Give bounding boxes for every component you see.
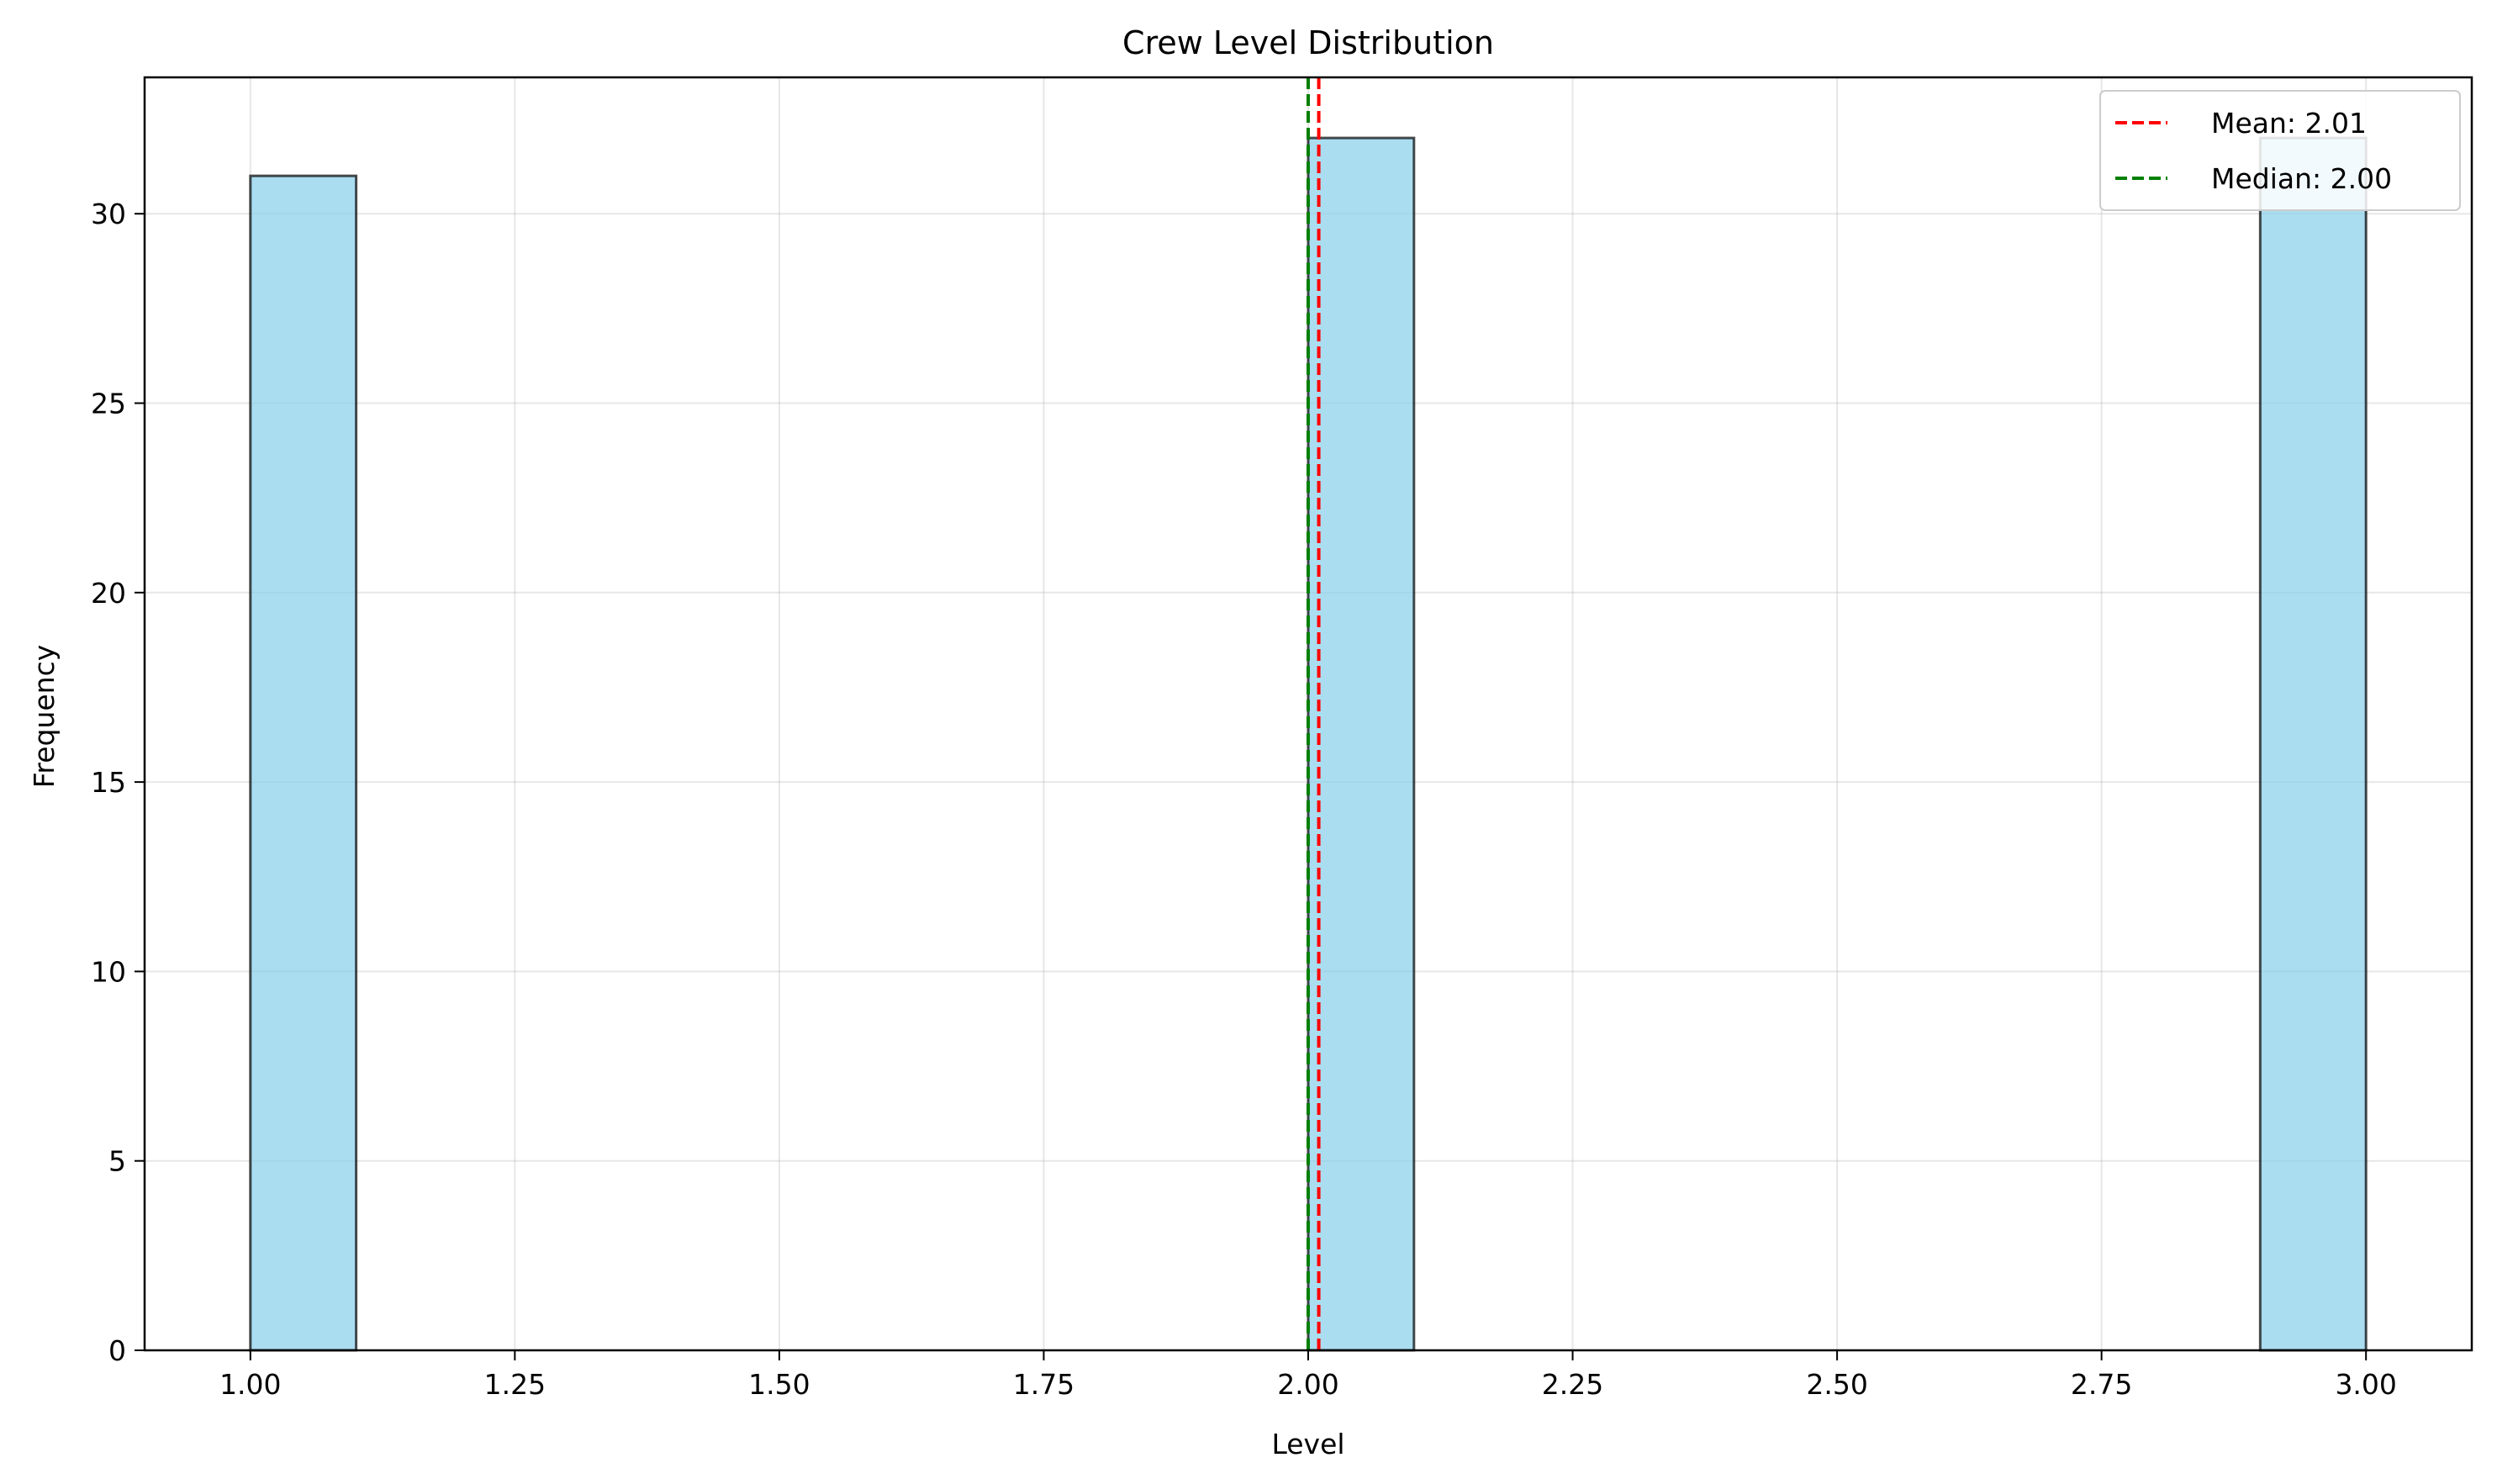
y-axis-ticks: 0 5 10 15 20 25 30	[91, 198, 145, 1367]
y-tick-label: 10	[91, 955, 126, 988]
x-tick-label: 1.00	[219, 1368, 281, 1401]
legend-label: Mean: 2.01	[2211, 107, 2367, 140]
y-tick-label: 25	[91, 388, 126, 420]
legend-label: Median: 2.00	[2211, 162, 2392, 195]
y-axis-label: Frequency	[28, 645, 61, 788]
legend: Mean: 2.01 Median: 2.00	[2099, 90, 2461, 211]
legend-box	[2099, 90, 2461, 211]
x-axis-ticks: 1.00 1.25 1.50 1.75 2.00 2.25 2.50 2.75 3.00	[219, 1350, 2397, 1401]
y-tick-label: 0	[108, 1334, 126, 1367]
bars	[249, 136, 2368, 1352]
histogram-bar	[249, 174, 358, 1352]
chart-title: Crew Level Distribution	[1122, 24, 1494, 61]
x-tick-label: 1.25	[484, 1368, 546, 1401]
x-tick-label: 1.50	[748, 1368, 810, 1401]
y-tick-label: 30	[91, 198, 126, 230]
reference-lines	[1307, 77, 1321, 1350]
histogram-bar	[2258, 136, 2368, 1352]
x-axis-label: Level	[1271, 1428, 1344, 1460]
x-tick-label: 2.00	[1277, 1368, 1338, 1401]
x-tick-label: 2.25	[1542, 1368, 1603, 1401]
x-tick-label: 1.75	[1013, 1368, 1074, 1401]
histogram-bar	[1307, 136, 1416, 1352]
x-tick-label: 3.00	[2335, 1368, 2396, 1401]
y-tick-label: 15	[91, 766, 126, 799]
y-tick-label: 5	[108, 1145, 126, 1178]
y-tick-label: 20	[91, 577, 126, 610]
x-tick-label: 2.75	[2071, 1368, 2132, 1401]
x-tick-label: 2.50	[1806, 1368, 1867, 1401]
